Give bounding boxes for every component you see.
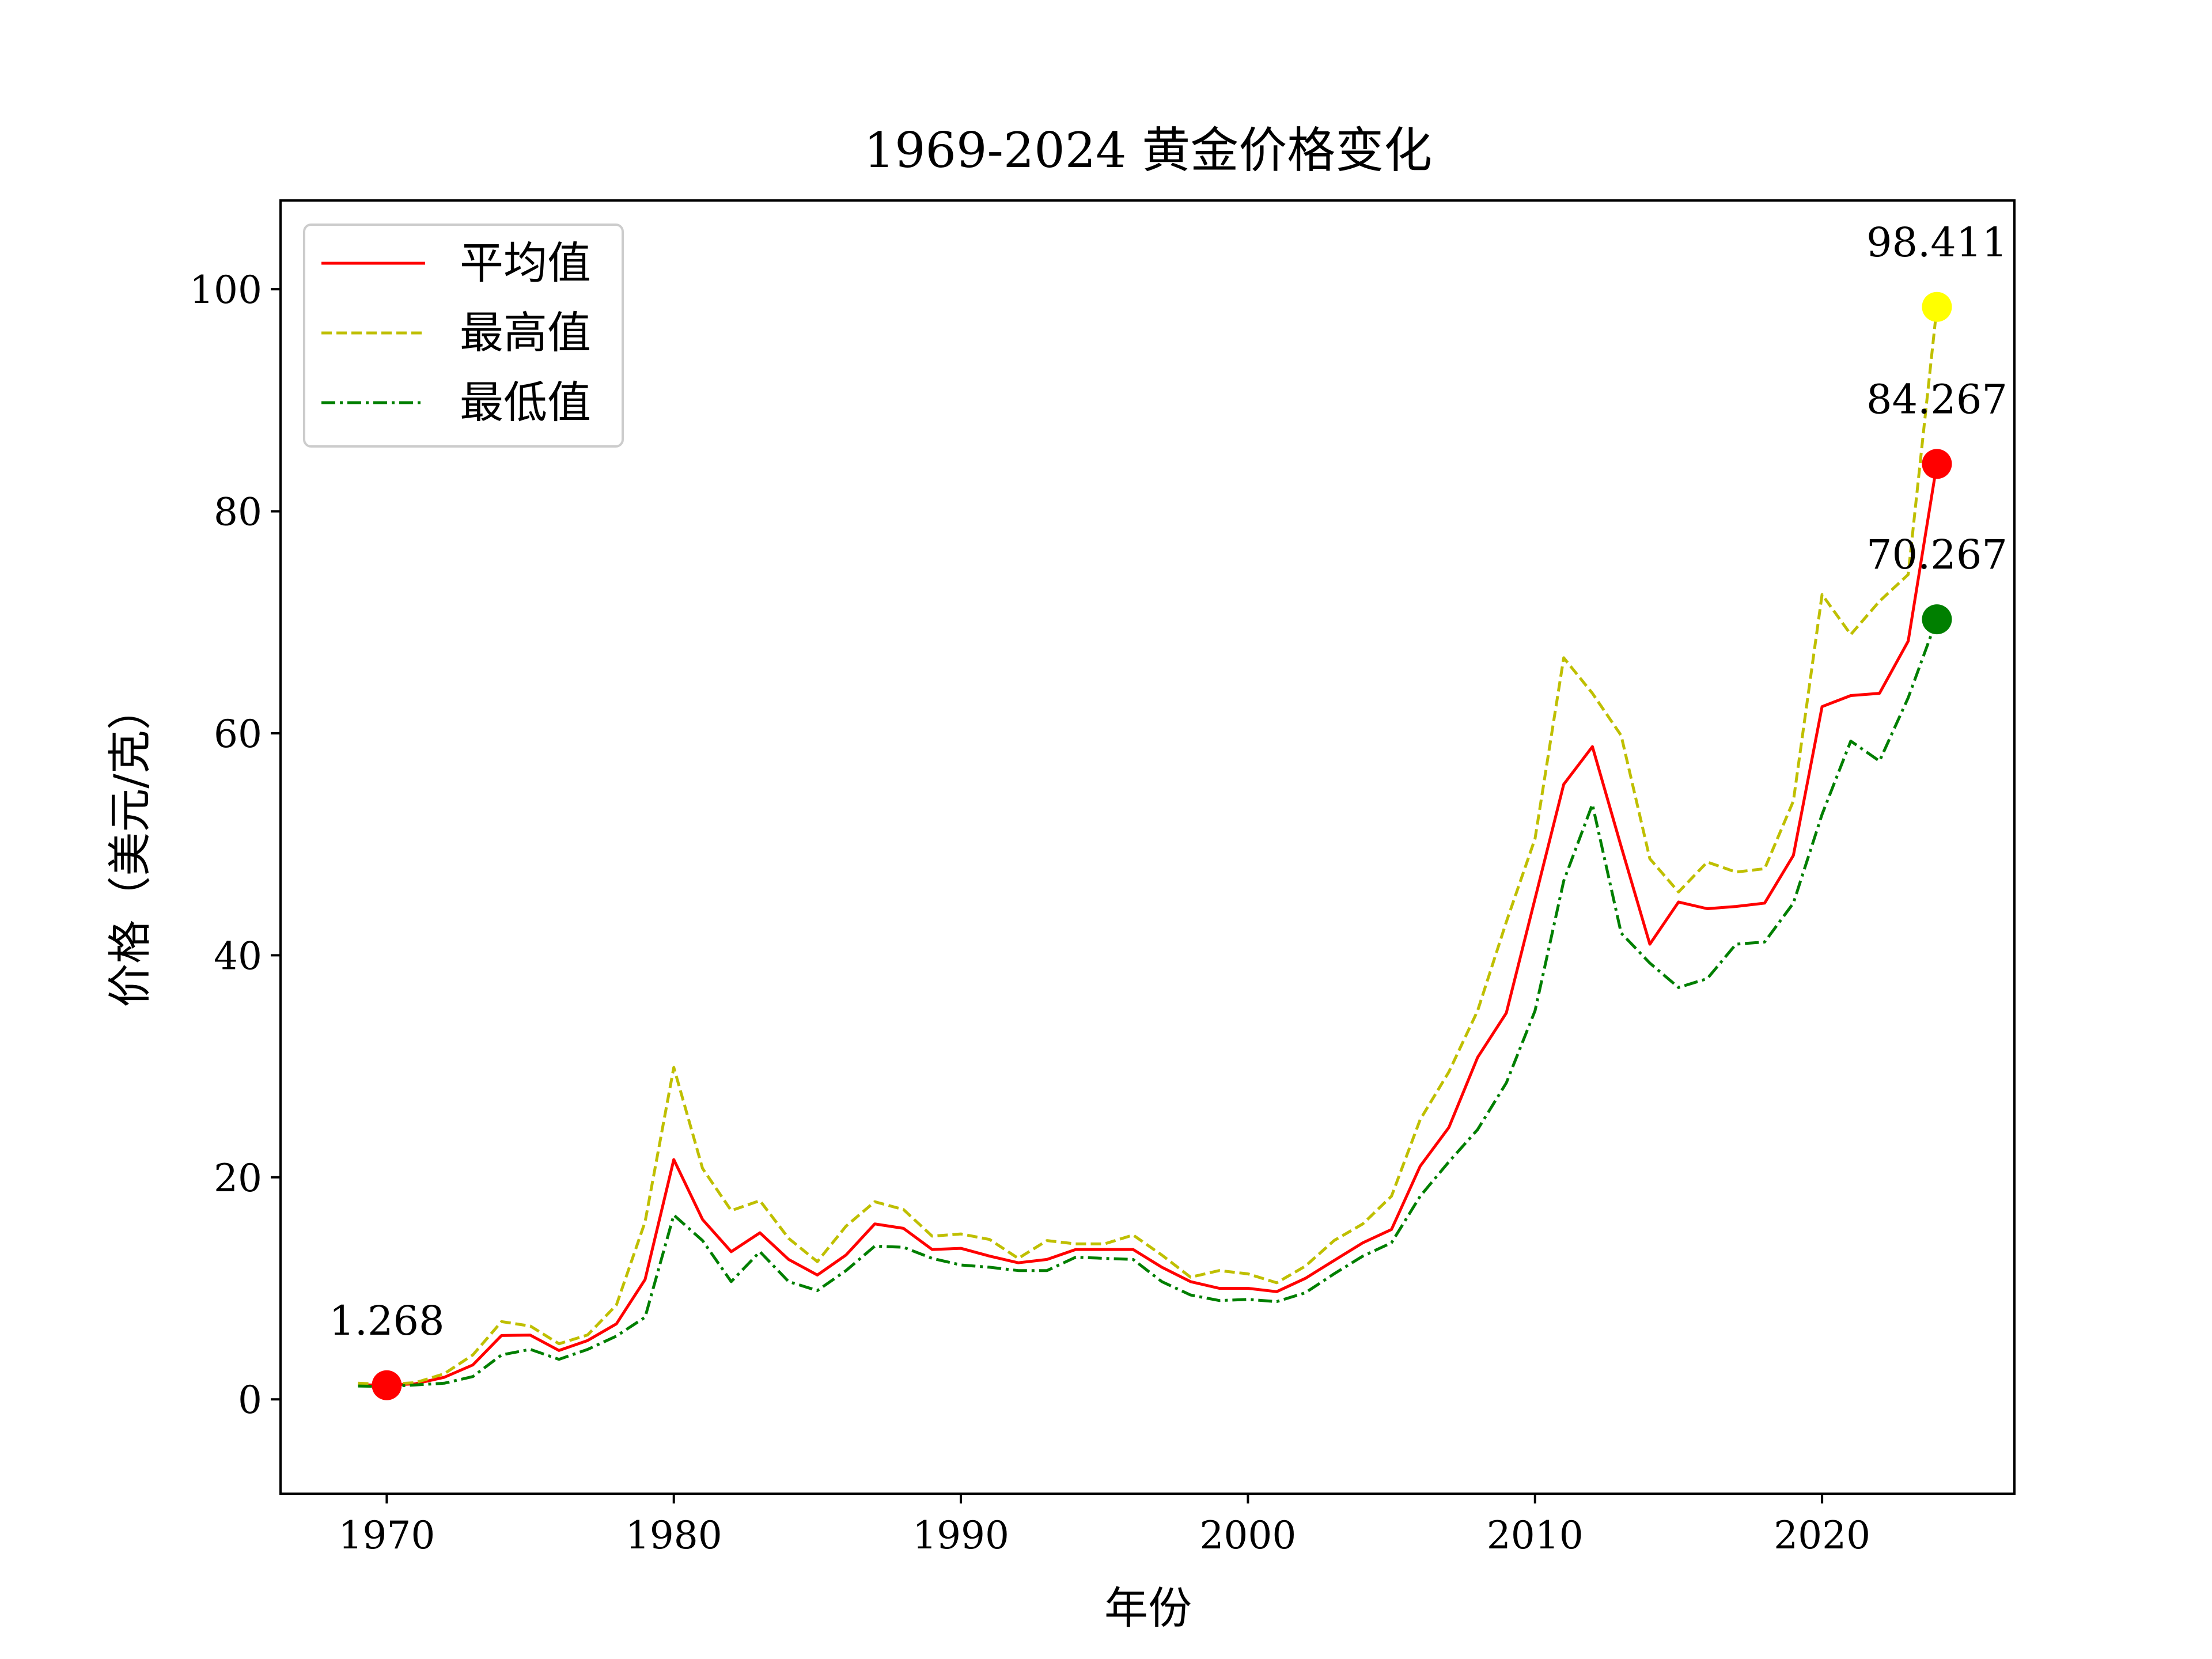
highlight-label-0: 1.268: [329, 1297, 444, 1344]
x-tick-label-2020: 2020: [1774, 1513, 1870, 1558]
x-tick-label-2000: 2000: [1199, 1513, 1296, 1558]
highlight-points: 1.268 98.411 84.267 70.267: [329, 219, 2008, 1400]
plot-lines: [358, 306, 1938, 1388]
y-axis-label: 价格（美元/克）: [104, 686, 156, 1007]
y-tick-label-0: 0: [238, 1378, 262, 1422]
legend-label-low: 最低值: [460, 377, 591, 428]
y-tick-label-20: 20: [214, 1156, 262, 1200]
chart-title: 1969-2024 黄金价格变化: [864, 122, 1433, 179]
highlight-label-1: 98.411: [1866, 219, 2008, 266]
x-axis-label: 年份: [1104, 1582, 1192, 1634]
legend-box: [303, 224, 624, 448]
x-axis-ticks: 1970 1980 1990 2000 2010 2020: [338, 1494, 1870, 1558]
legend-label-average: 平均值: [460, 237, 591, 289]
plot-frame: [279, 199, 2016, 1495]
highlight-point-3: [1922, 604, 1952, 635]
highlight-point-0: [372, 1370, 402, 1400]
highlight-label-2: 84.267: [1866, 376, 2008, 423]
legend: 平均值 最高值 最低值: [303, 224, 624, 448]
highlight-point-2: [1922, 449, 1952, 479]
y-tick-label-80: 80: [214, 490, 262, 535]
y-tick-label-60: 60: [214, 712, 262, 756]
series-line-low: [358, 619, 1938, 1388]
x-tick-label-1980: 1980: [626, 1513, 722, 1558]
x-tick-label-1970: 1970: [338, 1513, 435, 1558]
highlight-point-1: [1922, 291, 1952, 322]
series-line-average: [358, 463, 1938, 1387]
y-tick-label-100: 100: [190, 268, 262, 312]
y-tick-label-40: 40: [214, 934, 262, 978]
legend-label-high: 最高值: [460, 307, 591, 358]
x-tick-label-1990: 1990: [912, 1513, 1009, 1558]
series-line-high: [358, 306, 1938, 1386]
x-tick-label-2010: 2010: [1487, 1513, 1584, 1558]
y-axis-ticks: 0 20 40 60 80 100: [190, 268, 281, 1422]
highlight-label-3: 70.267: [1866, 531, 2008, 578]
